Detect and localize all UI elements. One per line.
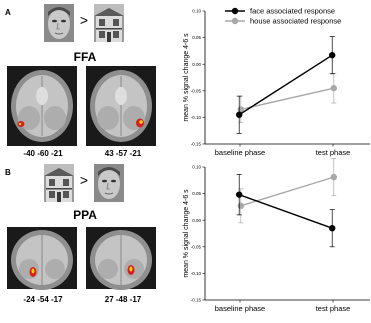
data-point [329,51,336,59]
y-axis-label: mean % signal change 4-6 s [183,189,190,278]
series-line [240,176,335,207]
x-tick-label: baseline phase [215,304,265,313]
y-tick-label: -0.10 [191,115,202,120]
legend-label: face associated response [250,7,335,16]
data-point [237,202,244,210]
data-point [236,191,243,198]
y-axis-label: mean % signal change 4-6 s [183,33,190,122]
house-photo-icon [44,164,74,202]
y-tick-label: 0.05 [192,191,201,196]
series-line [238,54,333,116]
greater-than-symbol-a: > [79,12,89,28]
y-tick-label: -0.15 [191,142,202,147]
brain-slice-icon [7,66,77,146]
data-point [236,111,243,118]
y-tick-label: 0.00 [192,218,201,223]
y-tick-label: -0.10 [191,271,202,276]
legend-label: house associated response [250,17,341,26]
greater-than-symbol-b: > [79,172,89,188]
region-title-ppa: PPA [73,208,97,222]
mni-coordinate: -24 -54 -17 [23,295,63,304]
series-line [240,87,334,111]
y-tick-label: 0.10 [192,165,201,170]
face-photo-icon [44,4,74,42]
y-tick-label: -0.05 [191,244,202,249]
data-point [329,224,336,232]
data-point [330,84,337,92]
panel-letter-a: A [5,8,11,17]
mni-coordinate: -40 -60 -21 [23,149,63,158]
brain-slice-icon [7,227,77,290]
x-tick-label: test phase [316,304,351,313]
y-tick-label: 0.10 [192,9,201,14]
house-photo-icon [94,4,124,42]
data-point [330,173,337,181]
mni-coordinate: 43 -57 -21 [104,149,142,158]
y-tick-label: 0.00 [192,62,201,67]
panel-letter-b: B [5,168,11,177]
x-tick-label: test phase [316,148,351,157]
mni-coordinate: 27 -48 -17 [104,295,142,304]
legend-marker [231,7,239,15]
series-line [238,194,333,229]
face-photo-icon [94,164,124,202]
brain-slice-icon [86,66,156,146]
region-title-ffa: FFA [73,50,97,64]
brain-slice-icon [86,227,156,290]
y-tick-label: -0.05 [191,88,202,93]
y-tick-label: 0.05 [192,35,201,40]
legend-marker [231,17,239,25]
y-tick-label: -0.15 [191,298,202,303]
x-tick-label: baseline phase [215,148,265,157]
